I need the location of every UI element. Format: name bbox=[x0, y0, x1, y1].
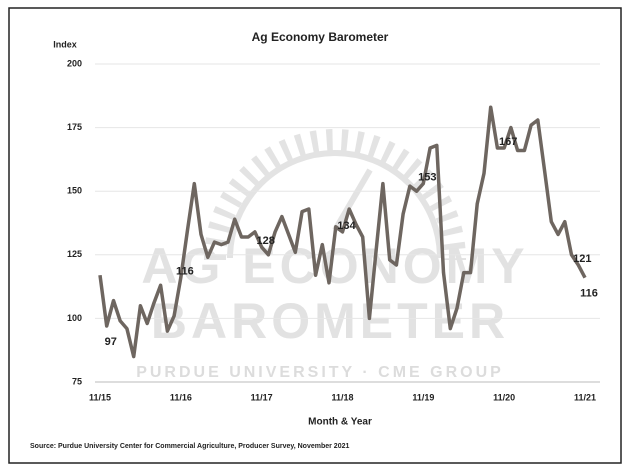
y-tick-label: 200 bbox=[67, 58, 82, 68]
x-tick-label: 11/17 bbox=[251, 392, 273, 402]
data-label: 121 bbox=[573, 253, 591, 265]
chart-title: Ag Economy Barometer bbox=[252, 30, 389, 44]
x-tick-label: 11/21 bbox=[574, 392, 596, 402]
x-tick-label: 11/19 bbox=[412, 392, 434, 402]
frame bbox=[8, 7, 622, 464]
y-tick-label: 150 bbox=[67, 186, 82, 196]
x-tick-label: 11/20 bbox=[493, 392, 515, 402]
data-label: 97 bbox=[105, 336, 117, 348]
data-label: 153 bbox=[418, 171, 436, 183]
data-label: 116 bbox=[176, 266, 194, 278]
y-tick-label: 75 bbox=[72, 376, 82, 386]
y-axis-label: Index bbox=[53, 39, 77, 49]
x-axis-label: Month & Year bbox=[308, 417, 372, 428]
data-label: 128 bbox=[256, 235, 274, 247]
watermark-text: BAROMETER bbox=[151, 293, 509, 349]
data-label: 167 bbox=[499, 136, 517, 148]
gauge-watermark bbox=[204, 129, 466, 261]
source-note: Source: Purdue University Center for Com… bbox=[30, 443, 349, 450]
x-tick-label: 11/16 bbox=[170, 392, 192, 402]
data-label: 134 bbox=[337, 220, 356, 232]
y-tick-label: 100 bbox=[67, 313, 82, 323]
x-tick-label: 11/15 bbox=[89, 392, 111, 402]
data-line bbox=[98, 105, 587, 359]
y-tick-label: 175 bbox=[67, 122, 82, 132]
data-label: 116 bbox=[580, 288, 598, 300]
y-tick-label: 125 bbox=[67, 249, 82, 259]
watermark-text: PURDUE UNIVERSITY · CME GROUP bbox=[136, 364, 504, 381]
x-tick-label: 11/18 bbox=[331, 392, 353, 402]
